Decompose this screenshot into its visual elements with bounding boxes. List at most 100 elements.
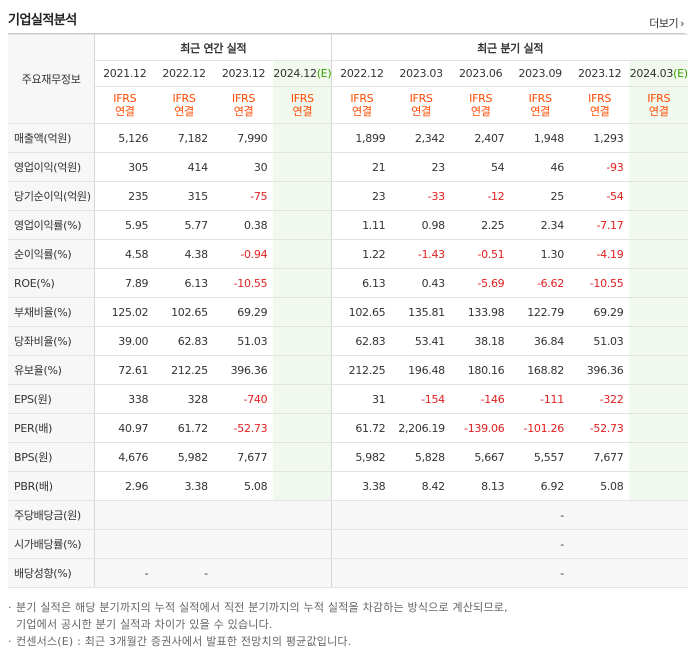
table-cell: 212.25 xyxy=(154,355,214,385)
table-cell xyxy=(450,529,511,559)
row-label: 배당성향(%) xyxy=(8,558,96,588)
footnote-2: · 컨센서스(E) : 최근 3개월간 증권사에서 발표한 전망치의 평균값입니다… xyxy=(8,633,688,648)
ifrs-label: IFRS 연결 xyxy=(154,86,214,124)
table-cell: 1,899 xyxy=(331,123,392,153)
table-cell: -139.06 xyxy=(450,413,511,443)
table-cell: -0.51 xyxy=(450,239,511,269)
table-cell: - xyxy=(154,558,214,588)
table-cell: 168.82 xyxy=(510,355,570,385)
table-row: PBR(배) 2.96 3.38 5.08 3.38 8.42 8.13 6.92 5.08 xyxy=(8,471,688,501)
table-cell: 4.38 xyxy=(154,239,214,269)
ifrs-label: IFRS 연결 xyxy=(569,86,630,124)
table-cell xyxy=(273,442,333,472)
period-date: 2024.12 xyxy=(273,67,317,80)
table-cell xyxy=(629,326,688,356)
table-cell: 212.25 xyxy=(331,355,392,385)
table-cell: 1,948 xyxy=(510,123,570,153)
table-cell: -146 xyxy=(450,384,511,414)
period-header: 2024.12(E) xyxy=(273,60,333,87)
ifrs-line2: 연결 xyxy=(174,105,194,118)
table-cell: 1,293 xyxy=(569,123,630,153)
table-cell xyxy=(629,239,688,269)
table-cell: 62.83 xyxy=(331,326,392,356)
table-cell xyxy=(273,181,333,211)
period-date: 2023.12 xyxy=(221,67,266,80)
row-label: 주당배당금(원) xyxy=(8,500,96,530)
ifrs-label: IFRS 연결 xyxy=(510,86,570,124)
period-header: 2022.12 xyxy=(331,60,392,87)
table-cell xyxy=(629,355,688,385)
table-cell: 3.38 xyxy=(331,471,392,501)
row-label: 유보율(%) xyxy=(8,355,96,385)
quarterly-header: 최근 분기 실적 xyxy=(331,34,688,61)
ifrs-line1: IFRS xyxy=(647,92,671,105)
table-cell xyxy=(629,268,688,298)
table-cell xyxy=(629,152,688,182)
ifrs-line2: 연결 xyxy=(589,105,610,118)
more-label[interactable]: 더보기 xyxy=(649,17,679,30)
row-label: 시가배당률(%) xyxy=(8,529,96,559)
ifrs-line1: IFRS xyxy=(528,92,552,105)
table-cell: 180.16 xyxy=(450,355,511,385)
table-cell xyxy=(273,239,333,269)
row-label: 영업이익률(%) xyxy=(8,210,96,240)
more-link[interactable]: 더보기 › xyxy=(649,15,684,31)
table-cell: 122.79 xyxy=(510,297,570,327)
table-cell xyxy=(273,529,333,559)
table-row: BPS(원) 4,676 5,982 7,677 5,982 5,828 5,667 5,55… xyxy=(8,442,688,472)
table-cell: 0.38 xyxy=(213,210,274,240)
table-cell xyxy=(273,558,333,588)
chevron-right-icon[interactable]: › xyxy=(680,17,684,30)
row-label: PER(배) xyxy=(8,413,96,443)
table-cell xyxy=(331,529,392,559)
table-cell: 62.83 xyxy=(154,326,214,356)
period-date: 2024.03 xyxy=(629,67,674,80)
table-cell: 8.42 xyxy=(391,471,451,501)
table-cell: 7,677 xyxy=(213,442,274,472)
table-cell: 5.77 xyxy=(154,210,214,240)
table-cell: -10.55 xyxy=(569,268,630,298)
table-cell xyxy=(154,500,214,530)
table-cell: -33 xyxy=(391,181,451,211)
table-row: 유보율(%) 72.61 212.25 396.36 212.25 196.48 180.1… xyxy=(8,355,688,385)
table-cell: 5,126 xyxy=(94,123,155,153)
table-row: 매출액(억원) 5,126 7,182 7,990 1,899 2,342 2,407 1,9… xyxy=(8,123,688,153)
table-cell xyxy=(213,529,274,559)
table-cell: -5.69 xyxy=(450,268,511,298)
table-row: 영업이익(억원) 305 414 30 21 23 54 46 -93 xyxy=(8,152,688,182)
table-cell: 39.00 xyxy=(94,326,155,356)
table-cell: 5.95 xyxy=(94,210,155,240)
table-cell: -0.94 xyxy=(213,239,274,269)
footnote-2-text: 컨센서스(E) : 최근 3개월간 증권사에서 발표한 전망치의 평균값입니다. xyxy=(16,635,352,648)
table-cell: 38.18 xyxy=(450,326,511,356)
table-cell: 61.72 xyxy=(331,413,392,443)
period-date: 2023.09 xyxy=(518,67,562,80)
table-cell: 338 xyxy=(94,384,155,414)
table-cell: 1.22 xyxy=(331,239,392,269)
table-cell: 36.84 xyxy=(510,326,570,356)
table-cell: 2,342 xyxy=(391,123,451,153)
table-cell: -154 xyxy=(391,384,451,414)
table-cell: 5,557 xyxy=(510,442,570,472)
table-cell xyxy=(629,384,688,414)
table-row: 시가배당률(%) - xyxy=(8,529,688,559)
table-cell xyxy=(450,558,511,588)
table-cell xyxy=(273,326,333,356)
table-cell: 102.65 xyxy=(331,297,392,327)
period-date: 2022.12 xyxy=(340,67,384,80)
table-cell xyxy=(629,529,688,559)
table-cell: -10.55 xyxy=(213,268,274,298)
table-cell: - xyxy=(94,558,155,588)
table-cell: 69.29 xyxy=(569,297,630,327)
table-cell: 69.29 xyxy=(213,297,274,327)
table-cell xyxy=(629,181,688,211)
table-cell xyxy=(569,558,630,588)
table-row: 영업이익률(%) 5.95 5.77 0.38 1.11 0.98 2.25 2.34 -7.1… xyxy=(8,210,688,240)
ifrs-label: IFRS 연결 xyxy=(331,86,392,124)
table-cell: 72.61 xyxy=(94,355,155,385)
table-cell: 5.08 xyxy=(569,471,630,501)
table-cell: 5.08 xyxy=(213,471,274,501)
table-cell: 25 xyxy=(510,181,570,211)
table-cell xyxy=(273,500,333,530)
ifrs-label: IFRS 연결 xyxy=(213,86,274,124)
